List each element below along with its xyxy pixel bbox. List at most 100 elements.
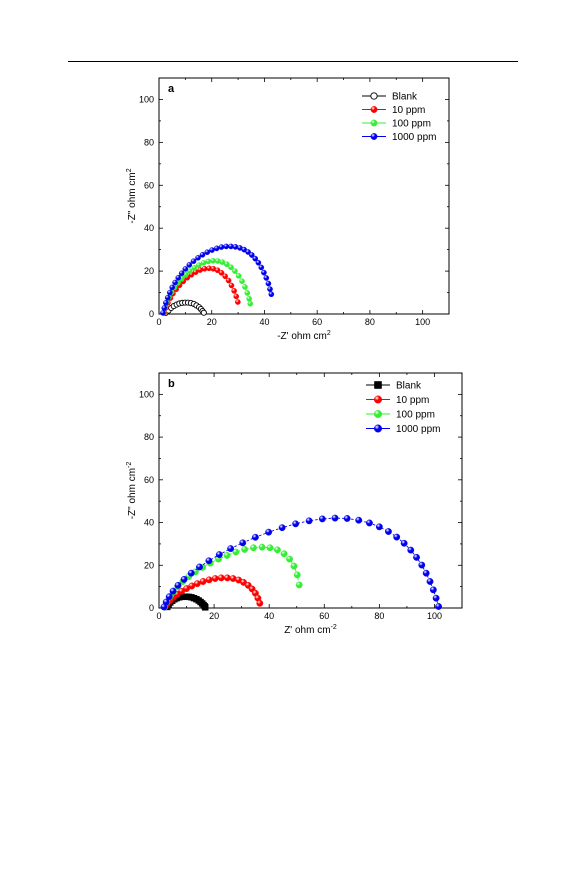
data-point bbox=[233, 293, 240, 300]
data-point bbox=[169, 587, 177, 595]
y-tick-label: 60 bbox=[144, 180, 154, 190]
data-point bbox=[218, 244, 225, 250]
data-point bbox=[223, 574, 231, 582]
data-point bbox=[429, 586, 437, 594]
page-header-rule bbox=[68, 61, 518, 62]
data-point bbox=[278, 524, 286, 532]
data-point bbox=[205, 258, 212, 265]
y-axis-label: -Z" ohm cm-2 bbox=[126, 462, 138, 520]
x-tick-label: 100 bbox=[427, 611, 442, 621]
data-point bbox=[241, 546, 249, 553]
data-point bbox=[258, 543, 266, 551]
legend-marker bbox=[374, 410, 383, 419]
data-point bbox=[355, 516, 363, 524]
data-point bbox=[248, 252, 255, 258]
data-point bbox=[385, 528, 392, 535]
data-point bbox=[293, 571, 301, 579]
y-tick-label: 0 bbox=[149, 603, 154, 613]
data-point bbox=[209, 247, 215, 253]
legend-entry: 1000 ppm bbox=[392, 132, 436, 143]
data-point bbox=[178, 270, 185, 277]
data-point bbox=[169, 284, 175, 291]
y-tick-label: 40 bbox=[144, 518, 154, 528]
data-point bbox=[227, 545, 235, 553]
x-tick-label: 80 bbox=[374, 611, 384, 621]
data-point bbox=[218, 270, 225, 276]
data-point bbox=[165, 593, 173, 601]
y-tick-label: 100 bbox=[139, 389, 154, 399]
legend-entry: 10 ppm bbox=[392, 105, 425, 116]
data-point bbox=[215, 551, 223, 558]
legend-marker bbox=[374, 381, 382, 389]
data-point bbox=[199, 251, 206, 258]
data-point bbox=[193, 580, 201, 588]
data-point bbox=[295, 581, 303, 589]
x-tick-label: 20 bbox=[209, 611, 219, 621]
data-point bbox=[199, 578, 207, 585]
data-point bbox=[265, 280, 272, 287]
data-point bbox=[174, 581, 182, 589]
nyquist-chart-a: 0 20 40 60 80 100 0 20 40 60 80 100 -Z' ohm cm2 -Z" o… bbox=[126, 77, 450, 342]
data-point bbox=[407, 546, 415, 554]
data-point bbox=[161, 305, 168, 311]
data-point bbox=[223, 261, 230, 268]
x-axis-label: -Z' ohm cm2 bbox=[277, 330, 331, 342]
y-axis-label: -Z" ohm cm2 bbox=[126, 168, 138, 223]
data-point bbox=[210, 257, 216, 264]
data-point bbox=[180, 575, 188, 583]
data-point bbox=[263, 275, 270, 281]
data-point bbox=[239, 539, 247, 547]
data-point bbox=[252, 255, 259, 262]
data-point bbox=[426, 578, 434, 585]
data-point bbox=[219, 259, 226, 265]
data-point bbox=[213, 245, 220, 252]
nyquist-chart-b: 0 20 40 60 80 100 0 20 40 60 80 100 Z' ohm cm-2 -Z" o… bbox=[126, 372, 463, 636]
data-point bbox=[223, 243, 230, 250]
data-point bbox=[160, 310, 166, 316]
y-tick-label: 60 bbox=[144, 475, 154, 485]
plot-frame bbox=[158, 372, 463, 609]
x-tick-label: 60 bbox=[319, 611, 329, 621]
data-point bbox=[290, 562, 298, 570]
data-point bbox=[196, 262, 202, 268]
legend-marker bbox=[370, 133, 378, 140]
legend-entry: 100 ppm bbox=[392, 119, 431, 130]
data-point bbox=[274, 546, 281, 554]
data-point bbox=[418, 561, 426, 569]
data-point bbox=[217, 574, 225, 582]
x-tick-label: 0 bbox=[156, 611, 161, 621]
data-point bbox=[235, 273, 242, 279]
x-tick-label: 100 bbox=[415, 317, 430, 327]
data-point bbox=[200, 260, 207, 266]
data-point bbox=[222, 273, 228, 280]
legend-entry: 10 ppm bbox=[396, 395, 429, 406]
data-point bbox=[228, 282, 235, 289]
data-point bbox=[331, 514, 339, 522]
legend-entry: 1000 ppm bbox=[396, 424, 440, 435]
data-point bbox=[223, 552, 231, 559]
data-point bbox=[292, 520, 300, 528]
data-point bbox=[250, 544, 257, 552]
data-point bbox=[231, 288, 237, 294]
data-point bbox=[167, 289, 173, 296]
y-tick-label: 80 bbox=[144, 432, 154, 442]
data-point bbox=[186, 262, 193, 268]
data-point bbox=[172, 279, 178, 286]
data-point bbox=[239, 278, 245, 284]
x-tick-label: 40 bbox=[264, 611, 274, 621]
data-point bbox=[191, 265, 198, 271]
data-point bbox=[175, 274, 182, 281]
y-tick-label: 80 bbox=[144, 137, 154, 147]
data-point bbox=[400, 539, 408, 547]
data-point bbox=[232, 268, 238, 274]
legend-entry: Blank bbox=[396, 381, 422, 392]
data-point bbox=[318, 515, 326, 523]
data-point bbox=[242, 284, 248, 290]
data-point bbox=[245, 249, 251, 255]
data-point bbox=[205, 576, 213, 584]
data-point bbox=[247, 300, 254, 307]
data-point bbox=[256, 599, 264, 607]
data-point bbox=[422, 569, 430, 577]
data-point bbox=[200, 309, 207, 316]
data-point bbox=[252, 533, 259, 541]
